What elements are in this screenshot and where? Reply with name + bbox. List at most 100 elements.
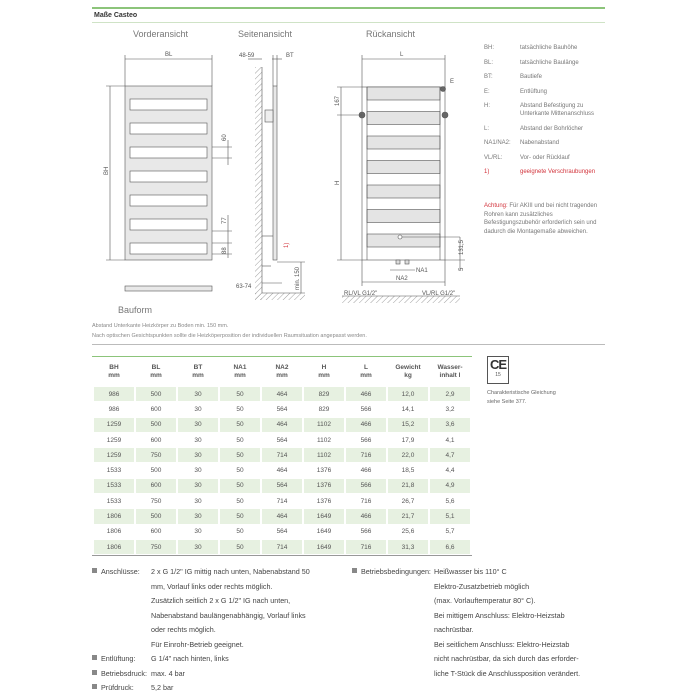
spec-line: Bei mittigem Anschluss: Elektro-Heizstab <box>434 610 565 620</box>
table-cell: 566 <box>360 436 372 444</box>
legend: BH: tatsächliche Bauhöhe BL: tatsächliche B… <box>484 44 609 183</box>
bullet-icon <box>352 568 357 573</box>
radiator-slot <box>129 218 208 231</box>
bullet-icon <box>92 568 97 573</box>
table-cell: 50 <box>220 448 260 463</box>
dimension-drawings: BL BH 60 77 88 48-59 BT 1) min. 150 63-7… <box>104 52 465 303</box>
table-cell: 5,1 <box>430 509 470 524</box>
legend-key: L: <box>484 125 490 132</box>
table-row: 1806 600 30 50 564 1649 566 25,6 5,7 <box>94 525 470 539</box>
ce-note: Charakteristische Gleichung siehe Seite … <box>487 389 556 407</box>
spec-line: mm, Vorlauf links oder rechts möglich. <box>151 581 273 591</box>
table-cell: 716 <box>360 497 372 505</box>
spec-line: G 1/4" nach hinten, links <box>151 654 229 663</box>
table-cell: 2,9 <box>430 387 470 402</box>
legend-item: H: Abstand Befestigung zu Unterkante Mitt… <box>484 102 609 118</box>
table-cell: 30 <box>178 448 218 463</box>
table-cell: 716 <box>346 448 386 463</box>
dim-77-label: 77 <box>222 217 228 224</box>
table-cell: 50 <box>220 539 260 555</box>
table-cell: 26,7 <box>401 497 415 505</box>
legend-item: E: Entlüftung <box>484 88 609 96</box>
legend-text: Nabenabstand <box>520 140 560 146</box>
legend-text: Abstand Befestigung zu Unterkante Mitten… <box>520 103 595 117</box>
table-cell: 50 <box>236 497 244 505</box>
table-row: 1259 500 30 50 464 1102 466 15,2 3,6 <box>94 417 470 432</box>
bh-label: BH <box>104 167 110 175</box>
spec-item: Betriebsbedingungen: Heißwasser bis 110° … <box>352 565 612 681</box>
radiator-bar <box>366 111 441 125</box>
table-cell: 12,0 <box>388 387 428 402</box>
table-cell: 564 <box>262 478 302 494</box>
radiator-slot <box>129 194 208 207</box>
spec-item: Anschlüsse: 2 x G 1/2" IG mittig nach unt… <box>92 565 342 652</box>
legend-key: E: <box>484 88 490 95</box>
legend-text: Entlüftung <box>520 88 548 95</box>
table-cell: 21,8 <box>388 478 428 494</box>
spec-line: Bei seitlichem Anschluss: Elektro-Heizst… <box>434 639 570 649</box>
spec-item: Entlüftung: G 1/4" nach hinten, links <box>92 652 342 667</box>
table-cell: 30 <box>194 436 202 444</box>
specs-right: Betriebsbedingungen: Heißwasser bis 110° … <box>352 565 612 681</box>
table-cell: 600 <box>136 478 176 494</box>
spec-line: oder rechts möglich. <box>151 625 216 634</box>
bt-label: BT <box>286 53 294 59</box>
note-1-label: 1) <box>284 243 290 248</box>
table-cell: 1806 <box>94 509 134 524</box>
dim-48-59-label: 48-59 <box>239 53 255 59</box>
table-cell: 50 <box>236 467 244 475</box>
legend-text: Vor- oder Rücklauf <box>520 154 570 161</box>
table-cell: 566 <box>346 478 386 494</box>
min-150-label: min. 150 <box>295 266 301 290</box>
spec-label: Entlüftung: <box>101 654 136 663</box>
table-cell: 986 <box>94 387 134 402</box>
radiator-slot <box>129 146 208 159</box>
achtung-label: Achtung: <box>484 203 508 209</box>
h-label: H <box>335 181 341 185</box>
table-row: 986 500 30 50 464 829 466 12,0 2,9 <box>94 387 470 402</box>
side-view-drawing <box>248 55 305 300</box>
spec-item: Betriebsdruck: max. 4 bar <box>92 667 342 682</box>
spec-line: nachrüstbar. <box>434 625 474 634</box>
table-cell: 464 <box>262 417 302 432</box>
radiator-slot <box>129 242 208 255</box>
bullet-icon <box>92 669 97 675</box>
note-line: Nach optischen Gesichtspunkten sollte di… <box>92 333 367 339</box>
table-cell: 15,2 <box>388 417 428 432</box>
column-header: Gewicht kg <box>395 363 421 380</box>
table-cell: 1533 <box>106 497 122 505</box>
table-cell: 466 <box>346 387 386 402</box>
table-cell: 30 <box>178 417 218 432</box>
table-cell: 30 <box>194 467 202 475</box>
table-cell: 3,2 <box>445 405 455 413</box>
table-cell: 1102 <box>317 436 331 444</box>
radiator-bar <box>366 160 441 174</box>
table-cell: 50 <box>220 509 260 524</box>
table-cell: 31,3 <box>388 539 428 555</box>
table-row: 1806 500 30 50 464 1649 466 21,7 5,1 <box>94 509 470 524</box>
dim-131-5-label: 131,5 <box>459 239 465 255</box>
table-cell: 600 <box>150 405 162 413</box>
table-cell: 14,1 <box>401 405 415 413</box>
table-cell: 566 <box>360 528 372 536</box>
table-cell: 1376 <box>304 478 344 494</box>
legend-text: tatsächliche Bauhöhe <box>520 45 578 51</box>
spec-label: Betriebsdruck: <box>101 668 147 678</box>
table-cell: 50 <box>220 387 260 402</box>
legend-key: VL/RL: <box>484 154 503 161</box>
spec-label: Prüfdruck: <box>101 683 134 692</box>
table-cell: 4,4 <box>445 467 455 475</box>
spec-line: 5,2 bar <box>151 683 174 692</box>
table-cell: 18,5 <box>401 467 415 475</box>
table-cell: 1259 <box>106 436 122 444</box>
table-row: 1533 600 30 50 564 1376 566 21,8 4,9 <box>94 478 470 494</box>
table-cell: 1533 <box>106 467 122 475</box>
top-rule <box>92 7 605 9</box>
ce-note-line: Charakteristische Gleichung <box>487 390 556 396</box>
notes: Abstand Unterkante Heizkörper zu Boden m… <box>92 321 367 341</box>
table-cell: 464 <box>276 467 288 475</box>
table-cell: 50 <box>220 417 260 432</box>
table-cell: 17,9 <box>401 436 415 444</box>
